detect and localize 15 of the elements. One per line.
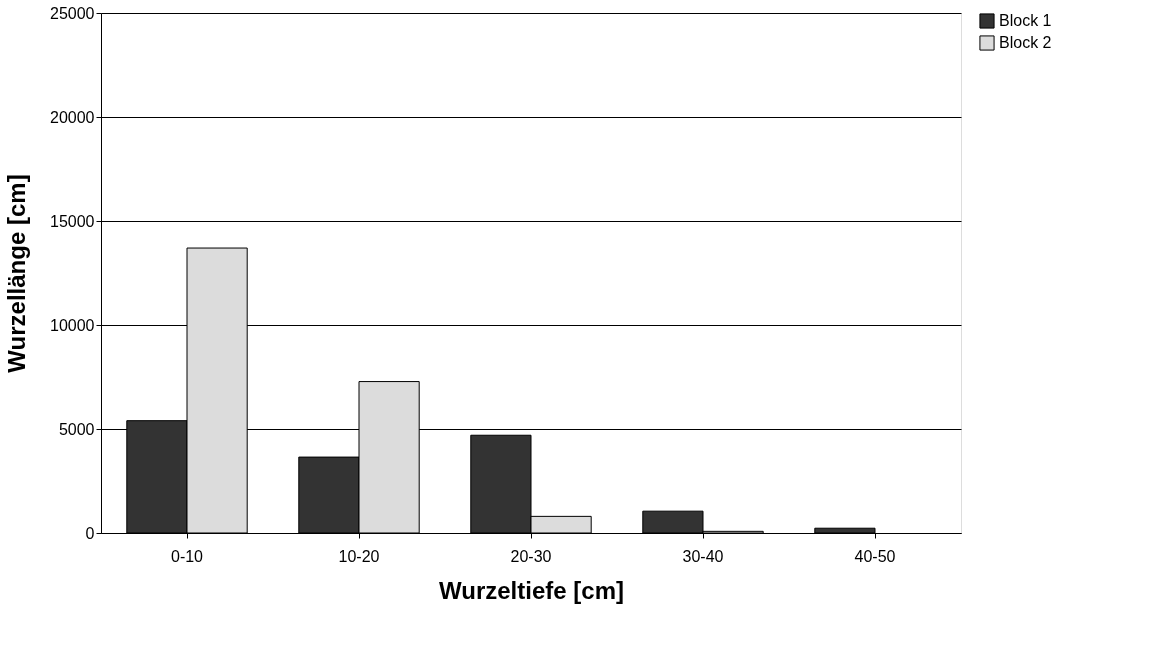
x-tick-label: 30-40 bbox=[682, 547, 724, 565]
y-tick-label: 15000 bbox=[50, 212, 95, 230]
y-tick-label: 5000 bbox=[58, 420, 95, 438]
legend-label: Block 2 bbox=[999, 34, 1052, 51]
x-axis-title: Wurzeltiefe [cm] bbox=[439, 576, 624, 604]
y-tick-label: 10000 bbox=[50, 316, 95, 334]
legend-label: Block 1 bbox=[999, 12, 1052, 29]
y-tick-label: 20000 bbox=[50, 108, 95, 126]
x-tick-label: 0-10 bbox=[170, 547, 204, 565]
y-tick-label: 0 bbox=[85, 524, 95, 542]
x-tick-label: 40-50 bbox=[854, 547, 896, 565]
y-tick-label: 25000 bbox=[50, 4, 95, 22]
x-tick-label: 10-20 bbox=[338, 547, 380, 565]
y-axis-title: Wurzellänge [cm] bbox=[3, 174, 31, 373]
x-tick-label: 20-30 bbox=[510, 547, 552, 565]
